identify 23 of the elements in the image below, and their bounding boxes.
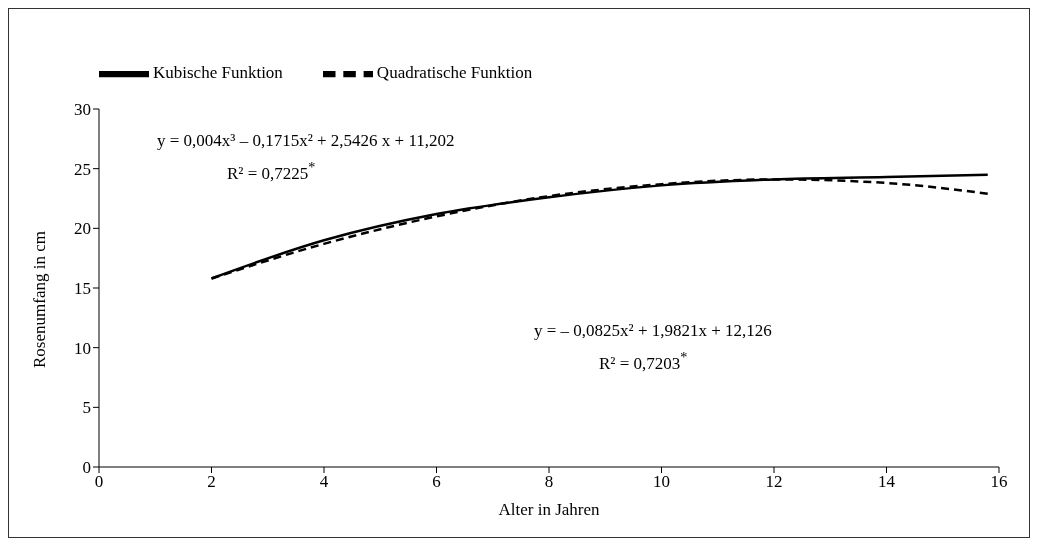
x-tick-label: 14	[878, 472, 896, 492]
x-tick-label: 4	[319, 472, 329, 492]
y-tick-label: 20	[74, 219, 91, 239]
legend-label: Quadratische Funktion	[376, 62, 533, 82]
y-tick-label: 30	[74, 100, 91, 120]
x-tick-label: 12	[765, 472, 783, 492]
legend-label: Kubische Funktion	[153, 62, 283, 82]
y-tick-label: 15	[74, 279, 91, 299]
y-tick-label: 10	[74, 338, 91, 358]
y-tick-label: 0	[82, 458, 91, 478]
annotation: y = 0,004x³ – 0,1715x² + 2,5426 x + 11,202	[157, 131, 455, 151]
x-axis-title: Alter in Jahren	[498, 500, 600, 519]
y-tick-label: 25	[74, 159, 91, 179]
x-tick-label: 2	[207, 472, 216, 492]
annotation: R² = 0,7203$^{*}$	[599, 349, 688, 374]
x-tick-label: 6	[432, 472, 441, 492]
x-tick-label: 8	[544, 472, 554, 492]
x-tick-label: 16	[990, 472, 1008, 492]
x-tick-label: 10	[653, 472, 670, 492]
y-tick-label: 5	[82, 398, 91, 418]
y-axis-title: Rosenumfang in cm	[30, 231, 50, 368]
annotation: R² = 0,7225$^{*}$	[227, 159, 316, 184]
annotation: y = – 0,0825x² + 1,9821x + 12,126	[534, 321, 772, 341]
